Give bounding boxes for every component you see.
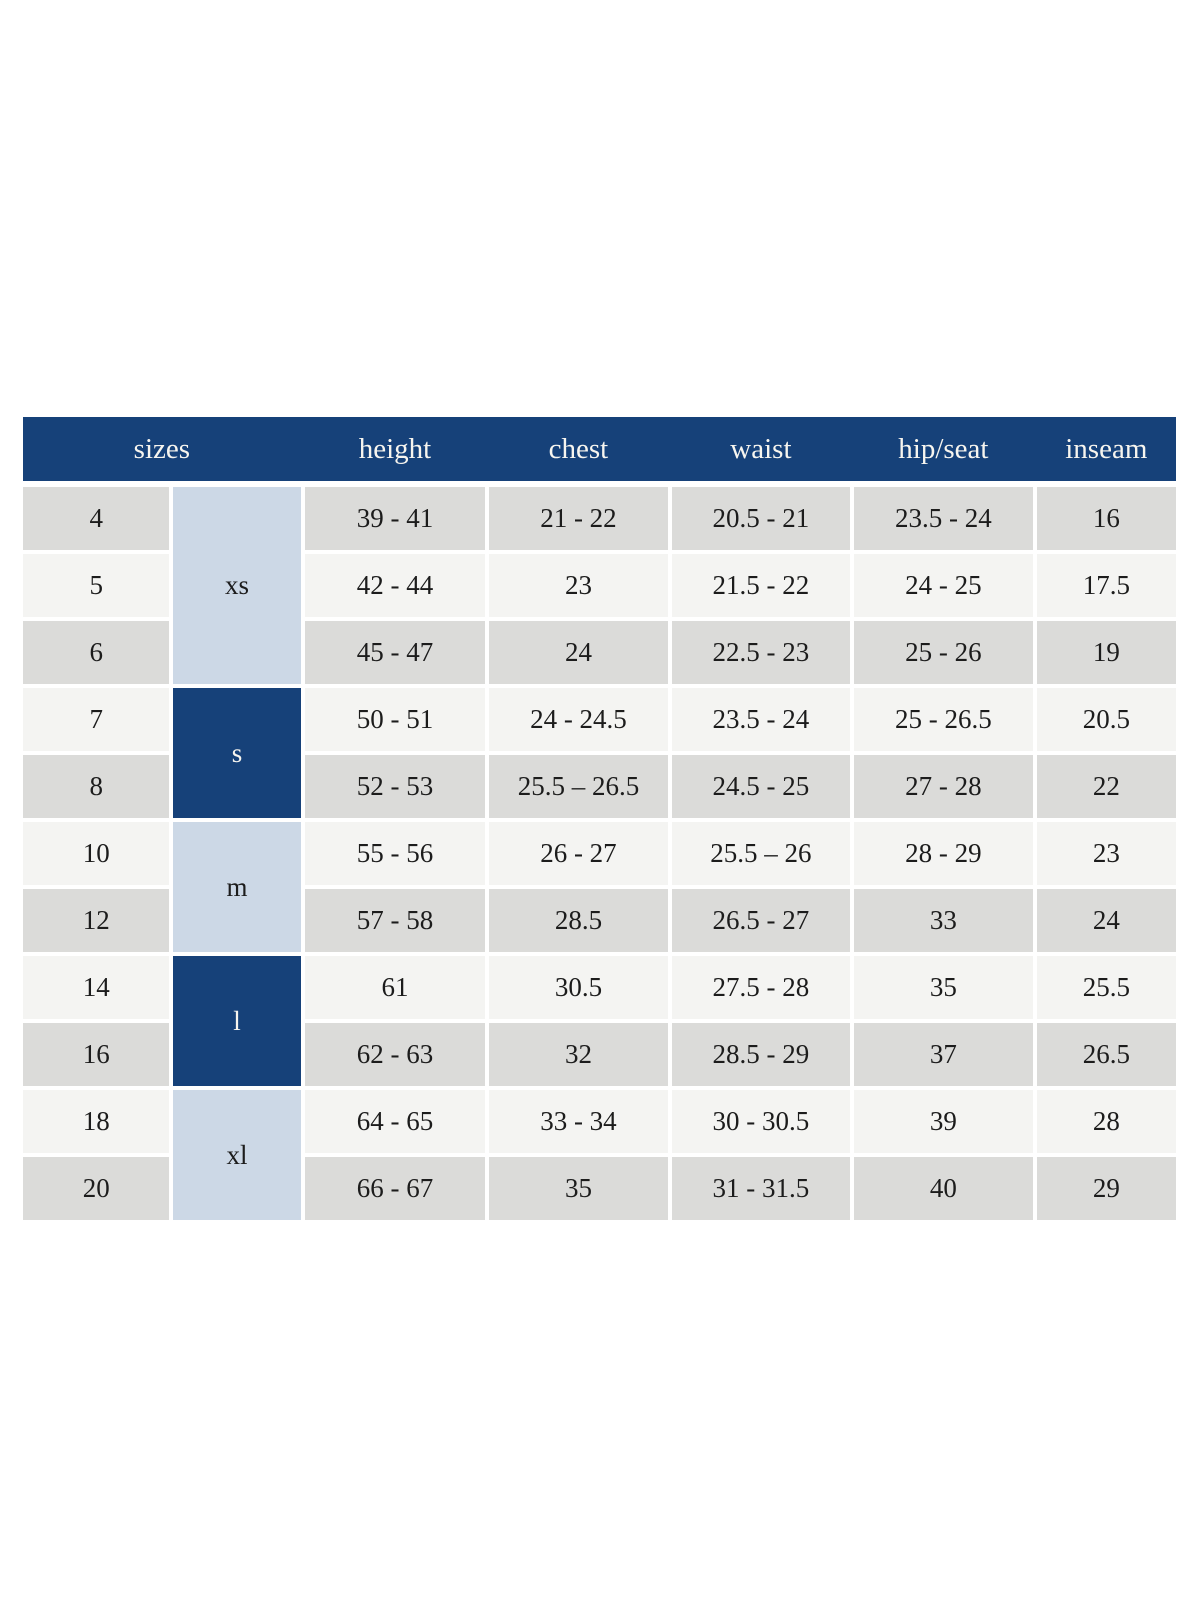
- hip-seat-cell: 39: [854, 1090, 1033, 1153]
- size-cell: 14: [23, 956, 170, 1019]
- hip-seat-cell: 35: [854, 956, 1033, 1019]
- inseam-cell: 20.5: [1036, 688, 1176, 751]
- header-cell-hip-seat: hip/seat: [898, 432, 989, 465]
- size-cell: 10: [23, 822, 170, 885]
- inseam-cell: 16: [1036, 487, 1176, 550]
- size-group-cell-m: m: [173, 822, 301, 952]
- inseam-cell: 19: [1036, 621, 1176, 684]
- chest-cell: 33 - 34: [489, 1090, 668, 1153]
- chest-cell: 35: [489, 1157, 668, 1220]
- inseam-cell: 23: [1036, 822, 1176, 885]
- inseam-cell: 24: [1036, 889, 1176, 952]
- hip-seat-cell: 25 - 26.5: [854, 688, 1033, 751]
- chest-cell: 24 - 24.5: [489, 688, 668, 751]
- height-cell: 62 - 63: [304, 1023, 486, 1086]
- header-cell-height: height: [358, 432, 432, 465]
- size-chart-header-row: sizes height chest waist hip/seat inseam: [23, 417, 1176, 481]
- size-cell: 20: [23, 1157, 170, 1220]
- waist-cell: 25.5 – 26: [671, 822, 851, 885]
- size-group-cell-xl: xl: [173, 1090, 301, 1220]
- size-chart-table: sizes height chest waist hip/seat inseam…: [23, 417, 1176, 1220]
- height-cell: 50 - 51: [304, 688, 486, 751]
- header-cell-sizes: sizes: [133, 432, 191, 465]
- hip-seat-cell: 28 - 29: [854, 822, 1033, 885]
- waist-cell: 30 - 30.5: [671, 1090, 851, 1153]
- size-cell: 8: [23, 755, 170, 818]
- chest-cell: 25.5 – 26.5: [489, 755, 668, 818]
- chest-cell: 30.5: [489, 956, 668, 1019]
- inseam-cell: 26.5: [1036, 1023, 1176, 1086]
- size-cell: 6: [23, 621, 170, 684]
- size-cell: 7: [23, 688, 170, 751]
- waist-cell: 28.5 - 29: [671, 1023, 851, 1086]
- chest-cell: 28.5: [489, 889, 668, 952]
- size-cell: 12: [23, 889, 170, 952]
- inseam-cell: 25.5: [1036, 956, 1176, 1019]
- header-cell-chest: chest: [548, 432, 609, 465]
- height-cell: 42 - 44: [304, 554, 486, 617]
- waist-cell: 26.5 - 27: [671, 889, 851, 952]
- chest-cell: 32: [489, 1023, 668, 1086]
- waist-cell: 27.5 - 28: [671, 956, 851, 1019]
- chest-cell: 26 - 27: [489, 822, 668, 885]
- height-cell: 64 - 65: [304, 1090, 486, 1153]
- size-group-cell-l: l: [173, 956, 301, 1086]
- hip-seat-cell: 40: [854, 1157, 1033, 1220]
- hip-seat-cell: 25 - 26: [854, 621, 1033, 684]
- waist-cell: 23.5 - 24: [671, 688, 851, 751]
- hip-seat-cell: 37: [854, 1023, 1033, 1086]
- height-cell: 52 - 53: [304, 755, 486, 818]
- height-cell: 66 - 67: [304, 1157, 486, 1220]
- waist-cell: 31 - 31.5: [671, 1157, 851, 1220]
- height-cell: 45 - 47: [304, 621, 486, 684]
- hip-seat-cell: 24 - 25: [854, 554, 1033, 617]
- chest-cell: 23: [489, 554, 668, 617]
- waist-cell: 21.5 - 22: [671, 554, 851, 617]
- waist-cell: 22.5 - 23: [671, 621, 851, 684]
- size-group-cell-xs: xs: [173, 487, 301, 684]
- waist-cell: 24.5 - 25: [671, 755, 851, 818]
- inseam-cell: 28: [1036, 1090, 1176, 1153]
- header-cell-waist: waist: [730, 432, 792, 465]
- size-cell: 16: [23, 1023, 170, 1086]
- hip-seat-cell: 27 - 28: [854, 755, 1033, 818]
- size-cell: 4: [23, 487, 170, 550]
- height-cell: 39 - 41: [304, 487, 486, 550]
- height-cell: 61: [304, 956, 486, 1019]
- hip-seat-cell: 33: [854, 889, 1033, 952]
- inseam-cell: 22: [1036, 755, 1176, 818]
- hip-seat-cell: 23.5 - 24: [854, 487, 1033, 550]
- chest-cell: 21 - 22: [489, 487, 668, 550]
- chest-cell: 24: [489, 621, 668, 684]
- size-group-cell-s: s: [173, 688, 301, 818]
- height-cell: 57 - 58: [304, 889, 486, 952]
- height-cell: 55 - 56: [304, 822, 486, 885]
- inseam-cell: 17.5: [1036, 554, 1176, 617]
- size-cell: 18: [23, 1090, 170, 1153]
- size-chart-body: xs s m l xl 4 39 - 41 21 - 22 20.5 - 21 23.5 - 24…: [23, 487, 1176, 1220]
- header-cell-inseam: inseam: [1065, 432, 1148, 465]
- inseam-cell: 29: [1036, 1157, 1176, 1220]
- waist-cell: 20.5 - 21: [671, 487, 851, 550]
- size-cell: 5: [23, 554, 170, 617]
